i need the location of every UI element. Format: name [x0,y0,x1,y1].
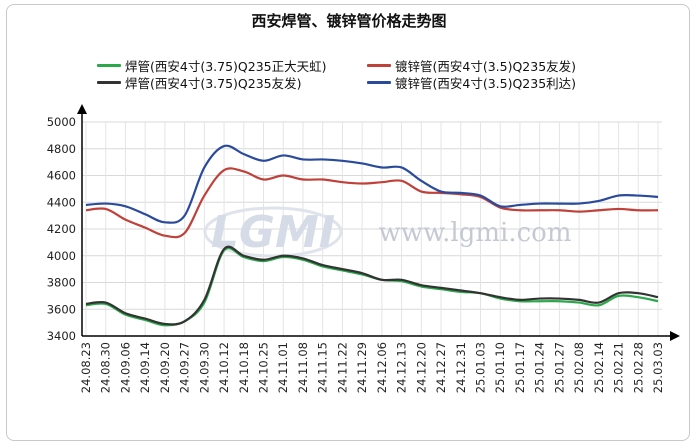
x-tick-label-12: 24.11.15 [316,342,330,393]
y-tick-label-6: 4600 [47,169,76,183]
watermark-logo-text: LGMI [211,207,335,258]
watermark: LGMI www.lgmi.com [203,206,572,258]
series-line-0 [85,246,659,327]
x-tick-label-10: 24.11.01 [276,342,290,393]
series-line-3 [85,144,659,224]
legend-item-0: 焊管(西安4寸(3.75)Q235正大天虹) [97,56,327,75]
x-tick-label-21: 25.01.10 [493,342,507,393]
chart-title: 西安焊管、镀锌管价格走势图 [251,12,447,30]
series-lines [85,144,659,327]
x-tick-label-29: 25.03.03 [651,342,665,393]
y-tick-label-1: 3600 [47,302,76,316]
x-tick-label-22: 25.01.17 [513,342,527,393]
legend-item-1: 镀锌管(西安4寸(3.5)Q235友发) [367,56,576,75]
legend-swatch-3 [367,81,391,84]
x-tick-label-2: 24.09.06 [118,342,132,393]
series-line-1 [85,167,659,239]
x-tick-label-28: 25.02.28 [631,342,645,393]
axes [77,104,680,341]
x-tick-label-24: 25.01.27 [552,342,566,393]
x-tick-label-17: 24.12.20 [414,342,428,393]
chart-frame [6,4,690,441]
watermark-logo-ring [203,206,343,258]
y-tick-label-8: 5000 [47,115,76,129]
x-tick-label-27: 25.02.21 [612,342,626,393]
legend-label-3: 镀锌管(西安4寸(3.5)Q235利达) [395,76,577,91]
x-tick-label-0: 24.08.23 [79,342,93,393]
x-tick-label-11: 24.11.08 [296,342,310,393]
x-tick-label-9: 24.10.25 [257,342,271,393]
x-tick-label-3: 24.09.14 [138,342,152,393]
x-tick-labels: 24.08.23 24.08.30 24.09.06 24.09.14 24.09.20… [79,342,665,393]
legend-swatch-1 [367,64,391,67]
y-axis-arrow [77,104,87,114]
legend-label-2: 焊管(西安4寸(3.75)Q235友发) [125,76,302,91]
y-tick-labels: 3400 3600 3800 4000 4200 4400 4600 4800 5000 [47,115,76,343]
x-tick-label-1: 24.08.30 [99,342,113,393]
legend-label-0: 焊管(西安4寸(3.75)Q235正大天虹) [125,59,327,74]
x-tick-label-13: 24.11.22 [335,342,349,393]
y-tick-label-3: 4000 [47,249,76,263]
watermark-site-text: www.lgmi.com [378,218,571,248]
x-tick-label-18: 24.12.27 [434,342,448,393]
y-tick-label-0: 3400 [47,329,76,343]
legend-label-1: 镀锌管(西安4寸(3.5)Q235友发) [395,59,577,74]
legend-item-2: 焊管(西安4寸(3.75)Q235友发) [97,73,302,92]
x-tick-label-8: 24.10.18 [237,342,251,393]
x-tick-label-6: 24.09.30 [197,342,211,393]
x-tick-label-14: 24.11.29 [355,342,369,393]
legend-swatch-0 [97,64,121,67]
y-tick-label-7: 4800 [47,142,76,156]
legend-item-3: 镀锌管(西安4寸(3.5)Q235利达) [367,73,576,92]
y-tick-label-2: 3800 [47,276,76,290]
x-tick-label-25: 25.02.08 [572,342,586,393]
grid-lines [82,121,662,337]
x-tick-label-20: 25.01.03 [473,342,487,393]
x-tick-label-23: 25.01.24 [533,342,547,393]
legend-swatch-2 [97,81,121,84]
x-tick-label-4: 24.09.20 [158,342,172,393]
x-axis-arrow [670,331,680,341]
x-tick-label-19: 24.12.31 [454,342,468,393]
y-tick-label-4: 4200 [47,222,76,236]
x-tick-label-15: 24.12.06 [375,342,389,393]
y-tick-label-5: 4400 [47,195,76,209]
x-tick-label-16: 24.12.13 [395,342,409,393]
series-line-2 [85,245,659,326]
x-tick-label-26: 25.02.14 [592,342,606,393]
x-tick-label-5: 24.09.27 [178,342,192,393]
x-tick-label-7: 24.10.12 [217,342,231,393]
